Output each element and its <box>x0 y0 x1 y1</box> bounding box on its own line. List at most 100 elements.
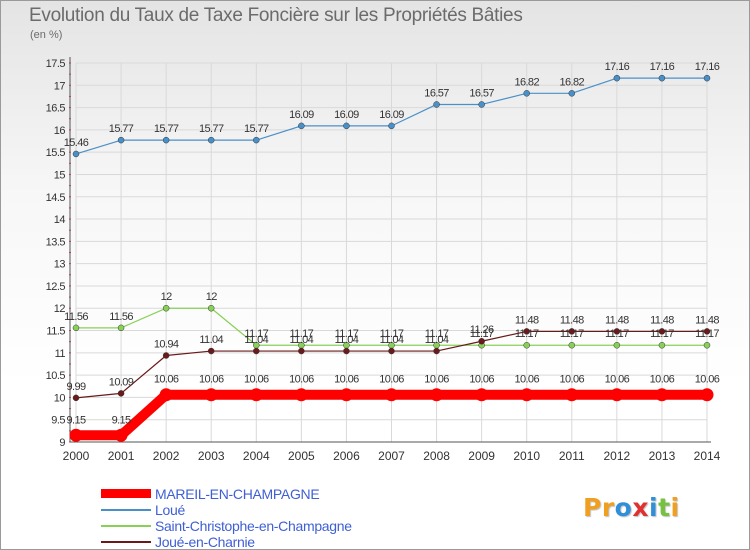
data-point <box>523 90 530 97</box>
data-label: 15.77 <box>244 123 269 135</box>
y-tick-label: 9.5 <box>51 415 65 427</box>
data-label: 10.06 <box>154 374 179 386</box>
data-label: 11.56 <box>109 311 133 323</box>
data-point <box>253 347 260 355</box>
data-label: 11.17 <box>650 328 674 340</box>
legend-swatch <box>101 524 151 527</box>
y-tick-label: 15 <box>54 169 66 181</box>
data-label: 10.06 <box>199 374 224 386</box>
data-point <box>430 388 444 402</box>
y-tick-label: 11.5 <box>46 326 65 338</box>
data-label: 11.04 <box>380 334 404 346</box>
data-point <box>117 324 125 332</box>
data-point <box>568 90 576 97</box>
data-point <box>339 388 353 402</box>
data-label: 11.17 <box>335 328 359 340</box>
x-tick-label: 2008 <box>423 449 450 463</box>
data-label: 16.82 <box>514 76 539 88</box>
y-tick-label: 11 <box>55 348 66 360</box>
data-label: 11.48 <box>515 314 539 326</box>
data-label: 10.06 <box>560 374 585 386</box>
y-tick-label: 16.5 <box>46 103 66 115</box>
legend: MAREIL-EN-CHAMPAGNE Loué Saint-Christophe-… <box>101 485 461 550</box>
data-point <box>343 347 350 355</box>
data-label: 12 <box>206 291 218 303</box>
x-tick-label: 2013 <box>649 449 676 463</box>
data-point <box>478 101 485 108</box>
data-point <box>117 390 125 397</box>
data-label: 10.06 <box>695 374 720 386</box>
logo-letter: Pr <box>583 493 615 522</box>
legend-item: Loué <box>101 502 461 518</box>
data-label: 16.57 <box>469 87 494 99</box>
data-label: 10.06 <box>334 374 359 386</box>
chart-title: Evolution du Taux de Taxe Foncière sur l… <box>29 5 523 26</box>
data-point <box>114 428 128 442</box>
y-tick-label: 13.5 <box>46 236 66 248</box>
x-tick-label: 2001 <box>108 449 135 463</box>
data-point <box>658 328 666 335</box>
y-tick-label: 17 <box>54 80 66 92</box>
data-point <box>294 388 308 402</box>
x-tick-label: 2005 <box>288 449 315 463</box>
data-point <box>613 341 621 349</box>
data-label: 17.16 <box>605 61 630 73</box>
data-point <box>162 352 170 359</box>
data-label: 10.06 <box>244 374 269 386</box>
x-tick-label: 2009 <box>468 449 495 463</box>
data-point <box>388 347 395 355</box>
data-label: 16.09 <box>289 109 314 121</box>
x-tick-label: 2014 <box>694 449 721 463</box>
proxiti-logo: Proxiti <box>583 493 680 522</box>
data-label: 9.15 <box>112 414 131 426</box>
data-label: 17.16 <box>650 61 675 73</box>
data-point <box>72 324 80 332</box>
data-point <box>433 101 440 108</box>
data-label: 10.06 <box>424 374 449 386</box>
x-tick-label: 2012 <box>604 449 631 463</box>
y-tick-label: 10 <box>54 392 66 404</box>
y-tick-label: 14 <box>54 214 66 226</box>
logo-letter: t <box>658 493 671 522</box>
data-label: 11.48 <box>605 314 629 326</box>
data-point <box>253 136 260 144</box>
data-point <box>207 347 215 355</box>
data-point <box>207 304 215 312</box>
x-tick-label: 2004 <box>243 449 270 463</box>
data-point <box>385 388 398 402</box>
legend-label: MAREIL-EN-CHAMPAGNE <box>155 485 320 502</box>
data-label: 10.94 <box>154 338 179 350</box>
data-label: 11.17 <box>470 328 494 340</box>
data-point <box>655 388 669 402</box>
axes: 9 9.5 10 10.5 11 11.5 12 12.5 13 13.5 14 14.5 15 15.5… <box>46 57 721 463</box>
data-point <box>72 150 80 158</box>
legend-item: MAREIL-EN-CHAMPAGNE <box>101 485 461 502</box>
data-point <box>298 347 305 355</box>
data-point <box>658 341 666 349</box>
data-label: 15.46 <box>64 137 89 149</box>
y-tick-label: 10.5 <box>46 370 66 382</box>
data-label: 11.17 <box>560 328 584 340</box>
data-point <box>433 347 440 355</box>
data-label: 11.04 <box>425 334 449 346</box>
logo-letter: i <box>670 493 680 522</box>
data-label: 11.48 <box>560 314 584 326</box>
data-point <box>565 388 579 402</box>
legend-label: Saint-Christophe-en-Champagne <box>155 517 352 534</box>
data-point <box>703 328 711 335</box>
data-point <box>204 388 218 402</box>
y-tick-label: 13 <box>54 259 66 271</box>
data-point <box>703 341 711 349</box>
data-label: 16.09 <box>379 109 404 121</box>
data-label: 9.15 <box>66 414 85 426</box>
legend-swatch <box>101 489 151 498</box>
data-point <box>162 136 170 144</box>
data-label: 11.04 <box>199 334 223 346</box>
data-label: 11.17 <box>515 328 539 340</box>
data-point <box>658 74 666 82</box>
x-tick-label: 2000 <box>63 449 90 463</box>
data-label: 15.77 <box>154 123 179 135</box>
y-tick-label: 17.5 <box>46 58 66 70</box>
data-label: 11.17 <box>425 328 449 340</box>
